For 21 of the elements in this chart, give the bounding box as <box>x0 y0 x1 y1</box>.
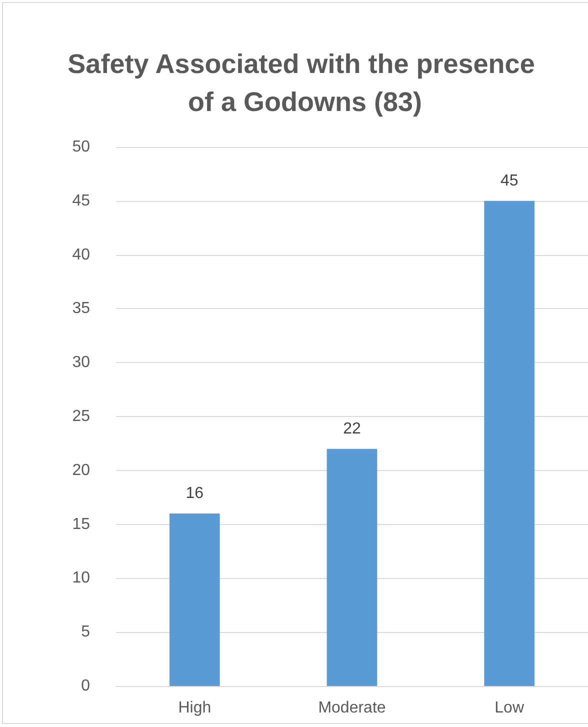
x-tick-label: High <box>178 700 212 716</box>
chart-title: Safety Associated with the presence of a Godowns (83) <box>68 49 542 117</box>
y-tick-label: 20 <box>72 462 90 479</box>
bar <box>484 200 535 686</box>
data-label: 22 <box>343 420 361 438</box>
y-tick-label: 25 <box>72 408 90 425</box>
y-tick-label: 0 <box>81 678 90 694</box>
data-label: 16 <box>186 485 204 502</box>
y-tick-label: 45 <box>72 192 90 210</box>
y-tick-label: 10 <box>72 570 90 587</box>
y-tick-label: 35 <box>72 300 90 318</box>
x-tick-label: Moderate <box>318 700 386 716</box>
y-tick-label: 50 <box>72 138 90 156</box>
y-tick-label: 5 <box>81 624 90 641</box>
y-tick-label: 15 <box>72 516 90 533</box>
bar <box>326 448 378 686</box>
data-label: 45 <box>500 172 518 190</box>
x-tick-label: Low <box>494 700 524 716</box>
y-tick-label: 40 <box>72 246 90 264</box>
y-tick-label: 30 <box>72 354 90 372</box>
bar <box>169 514 220 686</box>
